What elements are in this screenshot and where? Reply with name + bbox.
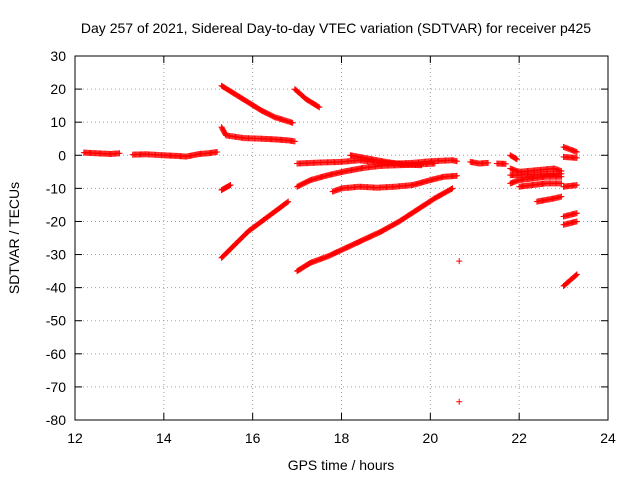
- y-tick-label: -80: [46, 412, 66, 428]
- data-point: [449, 185, 456, 192]
- data-point: [456, 398, 463, 405]
- data-point: [573, 210, 580, 217]
- series-13: [456, 258, 463, 265]
- data-point: [453, 172, 460, 179]
- series-27: [560, 218, 580, 228]
- data-point: [289, 119, 296, 126]
- series-11: [347, 152, 425, 169]
- x-tick-label: 12: [67, 430, 83, 446]
- data-point: [418, 162, 425, 169]
- series-28: [560, 271, 580, 289]
- y-tick-label: 10: [50, 114, 66, 130]
- x-axis-title: GPS time / hours: [288, 457, 395, 473]
- data-point: [502, 160, 509, 167]
- series-17: [507, 152, 520, 163]
- x-tick-label: 24: [600, 430, 616, 446]
- series-1: [80, 149, 123, 157]
- data-point: [512, 155, 519, 162]
- data-point: [558, 173, 565, 180]
- chart-title: Day 257 of 2021, Sidereal Day-to-day VTE…: [81, 20, 591, 36]
- plot-frame: [74, 55, 609, 421]
- y-axis-tick-labels: 30 20 10 0 -10 -20 -30 -40 -50 -60 -70 -80: [46, 48, 66, 428]
- data-points: [80, 82, 580, 405]
- data-point: [227, 182, 234, 189]
- y-tick-label: -10: [46, 180, 66, 196]
- series-3: [218, 198, 292, 261]
- data-point: [573, 218, 580, 225]
- y-tick-label: -40: [46, 280, 66, 296]
- series-23: [560, 144, 580, 155]
- x-tick-label: 14: [156, 430, 172, 446]
- x-tick-label: 22: [511, 430, 527, 446]
- data-point: [285, 198, 292, 205]
- y-tick-label: 20: [50, 81, 66, 97]
- series-4: [218, 82, 296, 126]
- data-point: [558, 193, 565, 200]
- data-point: [448, 185, 455, 192]
- data-point: [116, 150, 123, 157]
- data-point: [226, 182, 233, 189]
- series-14: [456, 398, 463, 405]
- series-22: [533, 193, 565, 205]
- x-tick-label: 20: [423, 430, 439, 446]
- data-point: [291, 138, 298, 145]
- series-7: [291, 86, 323, 111]
- series-5: [218, 124, 298, 145]
- series-15: [467, 158, 492, 167]
- data-point: [573, 271, 580, 278]
- grid: [75, 56, 608, 420]
- data-point: [573, 182, 580, 189]
- y-tick-label: -50: [46, 313, 66, 329]
- data-point: [316, 104, 323, 111]
- x-tick-label: 16: [245, 430, 261, 446]
- data-point: [513, 156, 520, 163]
- y-tick-label: -60: [46, 346, 66, 362]
- y-tick-label: 0: [58, 147, 66, 163]
- series-26: [560, 210, 580, 220]
- y-tick-label: 30: [50, 48, 66, 64]
- y-tick-label: -70: [46, 379, 66, 395]
- data-point: [558, 180, 565, 187]
- data-point: [573, 272, 580, 279]
- series-20: [507, 173, 565, 187]
- series-6: [218, 182, 234, 194]
- x-axis-tick-labels: 12 14 16 18 20 22 24: [67, 430, 616, 446]
- series-16: [493, 160, 509, 167]
- data-point: [573, 148, 580, 155]
- series-21: [516, 180, 565, 190]
- y-tick-label: -20: [46, 213, 66, 229]
- data-point: [573, 154, 580, 161]
- data-point: [284, 199, 291, 206]
- series-24: [560, 153, 580, 161]
- series-2: [129, 148, 221, 160]
- data-point: [456, 258, 463, 265]
- y-tick-label: -30: [46, 247, 66, 263]
- data-point: [315, 103, 322, 110]
- x-tick-label: 18: [334, 430, 350, 446]
- data-point: [485, 159, 492, 166]
- y-axis-title: SDTVAR / TECUs: [6, 182, 22, 294]
- series-8: [294, 185, 456, 275]
- data-point: [453, 158, 460, 165]
- data-point: [214, 148, 221, 155]
- series-25: [560, 182, 580, 190]
- axis-ticks: [74, 55, 609, 421]
- series-19: [507, 170, 565, 179]
- series-12: [329, 172, 460, 195]
